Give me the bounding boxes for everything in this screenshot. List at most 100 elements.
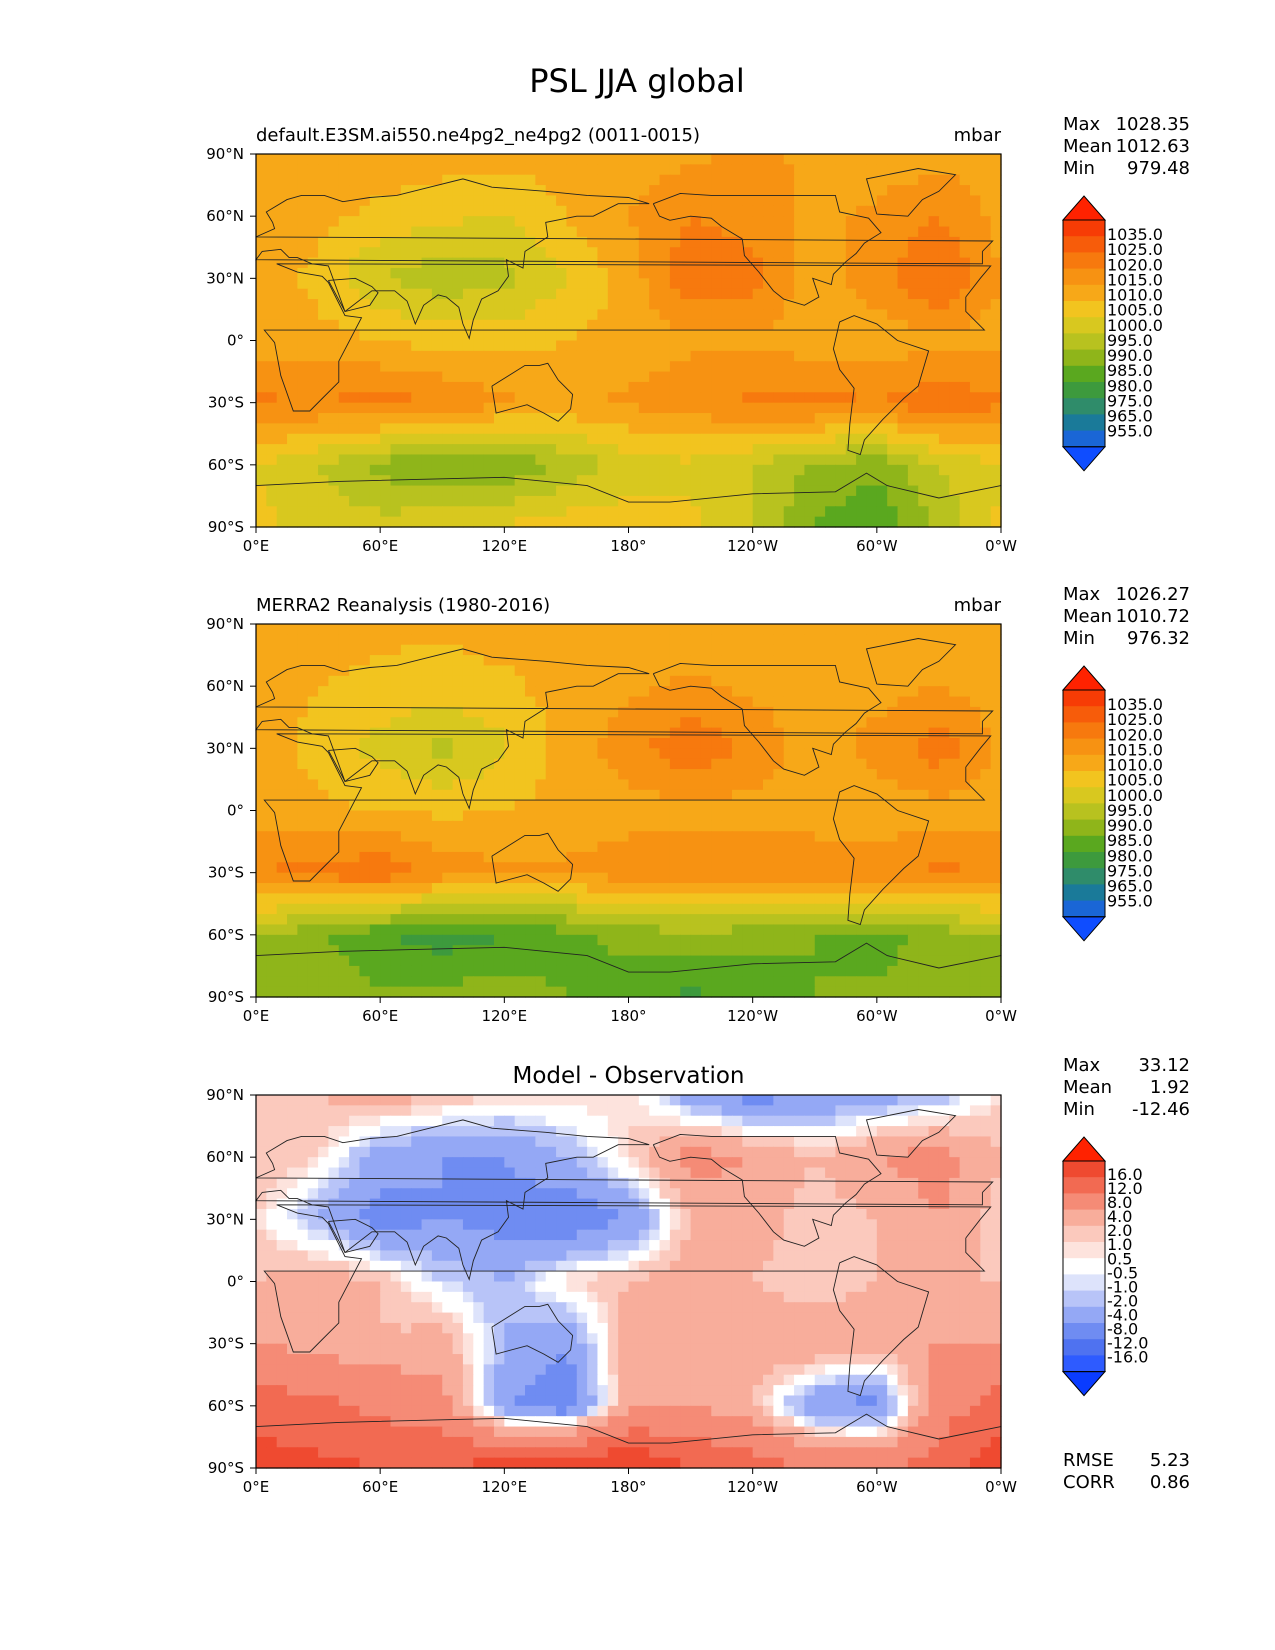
field-cell [990,236,1002,248]
field-cell [638,350,650,362]
field-cell [711,319,723,331]
colorbar-tick-label: 965.0 [1107,407,1153,426]
x-tick-label: 60°W [856,537,898,555]
field-cell [318,257,330,269]
field-cell [990,288,1002,300]
field-cell [411,288,423,300]
field-cell [566,413,578,424]
field-cell [431,309,443,321]
field-cell [380,769,392,781]
field-cell [814,475,826,487]
field-cell [638,247,650,259]
field-cell [452,903,464,915]
field-cell [359,371,371,383]
field-cell [369,686,381,698]
field-cell [556,903,568,915]
field-cell [421,945,433,957]
field-cell [918,330,930,342]
field-cell [752,361,764,373]
field-cell [556,675,568,687]
field-cell [618,506,630,518]
field-cell [804,675,816,687]
field-cell [990,495,1002,507]
field-cell [928,288,940,300]
field-cell [887,226,899,238]
field-cell [421,361,433,373]
field-cell [649,893,661,905]
field-cell [825,831,837,843]
field-cell [483,185,495,197]
field-cell [380,706,392,718]
field-cell [556,727,568,739]
field-cell [742,769,754,781]
field-cell [297,686,309,698]
field-cell [918,789,930,801]
field-cell [307,727,319,739]
field-cell [887,236,899,248]
field-cell [814,717,826,729]
field-cell [928,236,940,248]
field-cell [659,330,671,342]
field-cell [804,717,816,729]
field-cell [711,624,723,635]
field-cell [493,392,505,404]
field-cell [431,516,443,528]
field-cell [545,154,557,165]
field-cell [949,371,961,383]
field-cell [431,495,443,507]
field-cell [773,174,785,186]
field-cell [887,769,899,781]
field-cell [359,340,371,352]
field-cell [825,841,837,853]
field-cell [400,686,412,698]
field-cell [897,340,909,352]
field-cell [256,195,267,207]
field-cell [576,655,588,667]
field-cell [307,309,319,321]
field-cell [504,934,516,946]
field-cell [742,299,754,311]
field-cell [338,675,350,687]
field-cell [576,485,588,497]
field-cell [649,675,661,687]
field-cell [959,205,971,217]
field-cell [618,851,630,863]
field-cell [535,769,547,781]
field-cell [431,820,443,832]
field-cell [835,841,847,853]
field-cell [400,247,412,259]
field-cell [938,675,950,687]
field-cell [959,309,971,321]
field-cell [638,727,650,739]
field-cell [938,454,950,466]
field-cell [597,350,609,362]
field-cell [525,278,536,290]
field-cell [483,278,495,290]
field-cell [256,226,267,238]
field-cell [276,516,288,528]
field-cell [380,402,392,414]
field-cell [628,381,640,393]
field-cell [400,779,412,791]
field-cell [669,914,681,926]
field-cell [731,299,743,311]
field-cell [369,934,381,946]
field-cell [504,727,516,739]
field-cell [431,934,443,946]
field-cell [545,800,557,812]
field-cell [400,893,412,905]
field-cell [866,236,878,248]
field-cell [763,464,774,476]
field-cell [566,872,578,884]
field-cell [431,278,443,290]
field-cell [535,371,547,383]
field-cell [669,737,681,749]
field-cell [618,226,630,238]
field-cell [607,257,619,269]
field-cell [866,831,878,843]
field-cell [690,216,702,228]
field-cell [887,485,899,497]
field-cell [618,706,630,718]
field-cell [431,423,443,435]
field-cell [318,851,330,863]
